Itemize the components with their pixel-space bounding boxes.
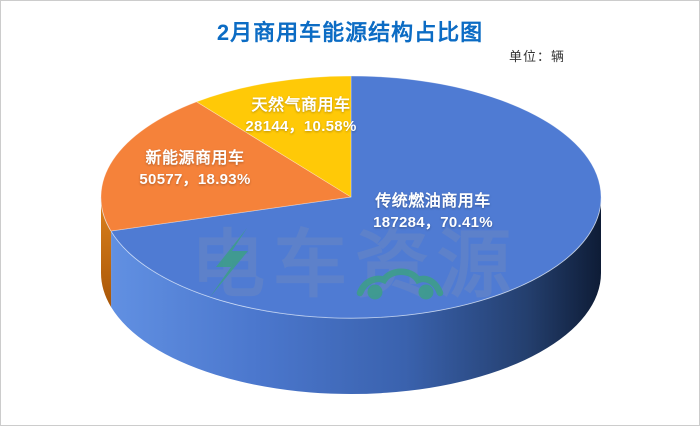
slice-value: 187284，70.41% xyxy=(373,214,493,231)
slice-label-traditional-fuel: 传统燃油商用车 187284，70.41% xyxy=(323,192,543,233)
pie-slice-1 xyxy=(100,101,352,232)
pie-side-1 xyxy=(101,197,112,307)
slice-name: 传统燃油商用车 xyxy=(375,193,491,210)
slice-label-new-energy: 新能源商用车 50577，18.93% xyxy=(85,149,305,190)
chart-title: 2月商用车能源结构占比图 xyxy=(216,20,484,45)
slice-value: 50577，18.93% xyxy=(139,171,251,188)
unit-label: 单位：辆 xyxy=(508,49,565,64)
slice-value: 28144，10.58% xyxy=(245,118,357,135)
pie-slice-2 xyxy=(196,75,352,198)
slice-name: 天然气商用车 xyxy=(251,97,351,114)
slice-name: 新能源商用车 xyxy=(145,150,245,167)
slice-label-natural-gas: 天然气商用车 28144，10.58% xyxy=(191,96,411,137)
pie-side-0 xyxy=(111,197,601,395)
